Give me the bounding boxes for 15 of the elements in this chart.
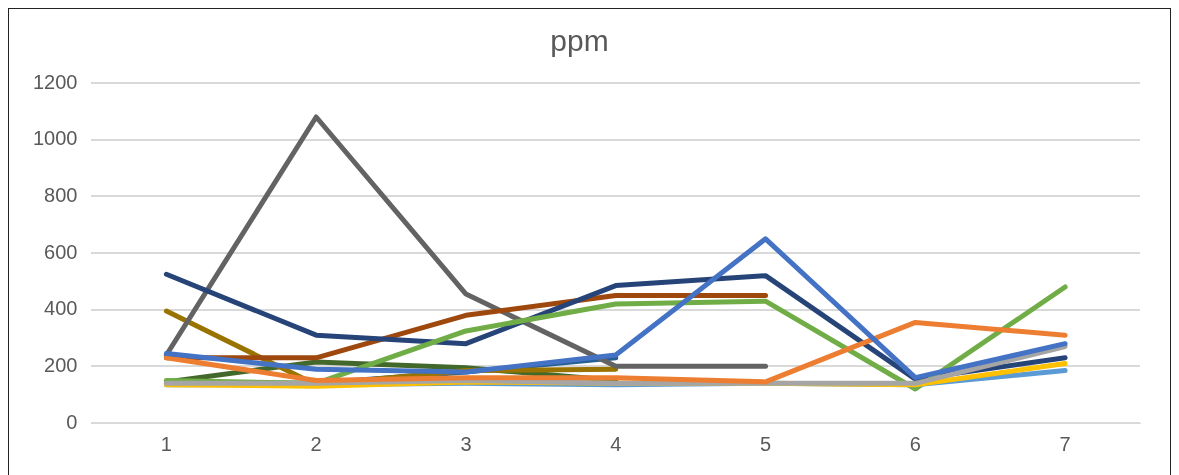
y-tick-label: 800 xyxy=(44,183,78,206)
y-tick-label: 400 xyxy=(44,297,78,320)
x-tick-label: 7 xyxy=(1059,432,1071,455)
y-tick-label: 600 xyxy=(44,240,78,263)
x-tick-label: 6 xyxy=(909,432,921,455)
x-tick-label: 2 xyxy=(310,432,322,455)
x-tick-label: 1 xyxy=(160,432,172,455)
y-tick-label: 200 xyxy=(44,353,78,376)
y-tick-label: 1200 xyxy=(32,70,78,93)
x-tick-label: 4 xyxy=(610,432,622,455)
chart-title: ppm xyxy=(550,24,609,58)
x-tick-label: 5 xyxy=(759,432,772,455)
y-tick-label: 1000 xyxy=(32,127,78,150)
y-tick-label: 0 xyxy=(66,410,78,433)
x-tick-label: 3 xyxy=(460,432,472,455)
